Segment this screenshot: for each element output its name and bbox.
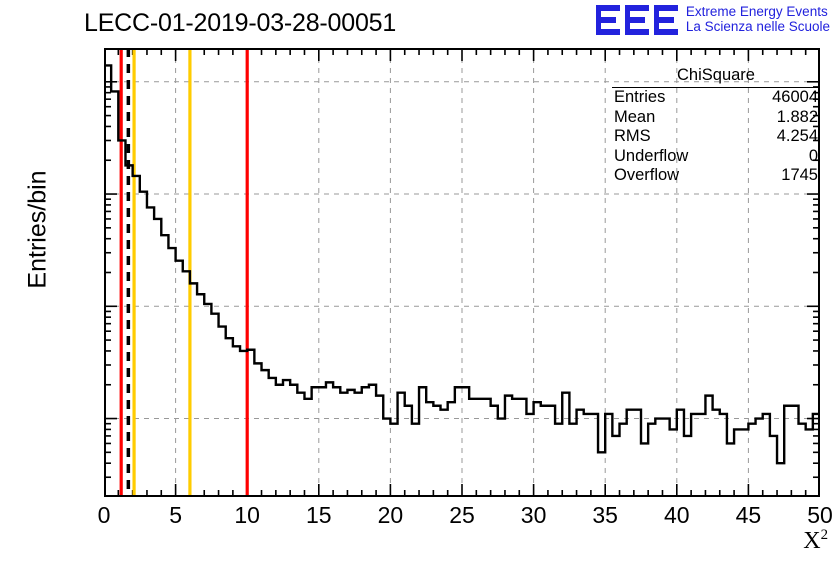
x-tick-label: 20 (377, 502, 404, 528)
x-tick-label: 30 (520, 502, 547, 528)
statistics-value: 0 (808, 146, 818, 165)
statistics-box-title: ChiSquare (612, 66, 820, 88)
y-axis-title: Entries/bin (23, 170, 52, 289)
statistics-key: Mean (614, 107, 656, 126)
statistics-value: 1.882 (776, 107, 818, 126)
statistics-key: Overflow (614, 166, 680, 184)
x-axis-title: X2 (803, 527, 828, 554)
page-title: LECC-01-2019-03-28-00051 (84, 9, 397, 37)
statistics-value: 46004 (772, 88, 818, 106)
plot-area (104, 48, 820, 497)
x-tick-label: 25 (449, 502, 475, 528)
statistics-value: 4.254 (776, 127, 818, 145)
statistics-row: Underflow 0 (612, 147, 820, 167)
logo-line-2: La Scienza nelle Scuole (685, 19, 830, 34)
x-tick-label: 50 (807, 502, 833, 528)
statistics-row: Mean 1.882 (612, 108, 820, 128)
statistics-key: Underflow (614, 146, 689, 165)
statistics-value: 1745 (781, 166, 818, 184)
histogram-render-layer (104, 48, 820, 497)
statistics-key: RMS (614, 127, 651, 145)
letter-e-icon (595, 5, 620, 35)
statistics-row: RMS 4.254 (612, 127, 820, 147)
statistics-row: Entries 46004 (612, 88, 820, 108)
statistics-box: ChiSquare Entries 46004 Mean 1.882 RMS 4.254 U… (612, 66, 820, 186)
x-tick-label: 5 (169, 502, 182, 528)
eee-logo-text: Extreme Energy Events La Scienza nelle S… (686, 4, 830, 34)
statistics-key: Entries (614, 88, 666, 106)
eee-logo: Extreme Energy Events La Scienza nelle S… (595, 4, 830, 35)
letter-e-icon (653, 5, 678, 35)
statistics-rows: Entries 46004 Mean 1.882 RMS 4.254 Underflow 0 O… (612, 88, 820, 186)
x-tick-label: 35 (592, 502, 618, 528)
statistics-row: Overflow 1745 (612, 166, 820, 186)
x-tick-label: 40 (664, 502, 690, 528)
plot-frame (104, 48, 820, 497)
histogram-outline (104, 64, 820, 497)
x-tick-label: 45 (735, 502, 762, 528)
x-tick-label: 15 (306, 502, 332, 528)
x-tick-label: 10 (234, 502, 260, 528)
x-tick-label: 0 (97, 502, 111, 528)
logo-line-1: Extreme Energy Events (685, 4, 828, 19)
histogram-svg (104, 48, 820, 497)
eee-logo-mark (595, 5, 678, 35)
letter-e-icon (624, 5, 649, 35)
